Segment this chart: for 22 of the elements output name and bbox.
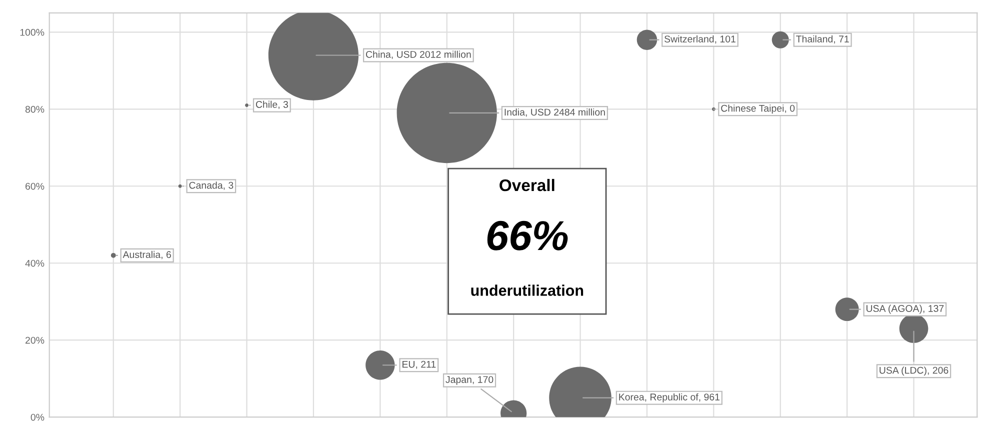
series-label: India, USD 2484 million xyxy=(504,108,605,117)
y-tick-label: 80% xyxy=(25,106,44,113)
series-label: Switzerland, 101 xyxy=(664,35,736,44)
series-label: Thailand, 71 xyxy=(796,35,849,44)
y-tick-label: 0% xyxy=(30,414,44,421)
annotation: Overall xyxy=(500,178,554,192)
y-tick-label: 60% xyxy=(26,182,44,190)
series-label: China, USD 2012 million xyxy=(366,50,471,60)
series-label: Australia, 6 xyxy=(122,250,171,260)
series-label: EU, 211 xyxy=(402,360,436,369)
series-label: Korea, Republic of, 961 xyxy=(619,393,720,402)
annotation: underutilization xyxy=(471,284,584,296)
series-label: Canada, 3 xyxy=(189,182,234,190)
y-tick-label: 100% xyxy=(20,28,44,36)
y-tick-label: 20% xyxy=(26,336,44,344)
annotation: 66% xyxy=(487,220,568,250)
y-tick-label: 40% xyxy=(25,260,44,267)
series-label: USA (AGOA), 137 xyxy=(866,304,944,314)
text: Japan, 170 xyxy=(446,376,494,385)
text: USA (LDC), 206 xyxy=(880,366,948,376)
series-label: Chile, 3 xyxy=(256,100,288,110)
series-label: Chinese Taipei, 0 xyxy=(721,104,795,114)
